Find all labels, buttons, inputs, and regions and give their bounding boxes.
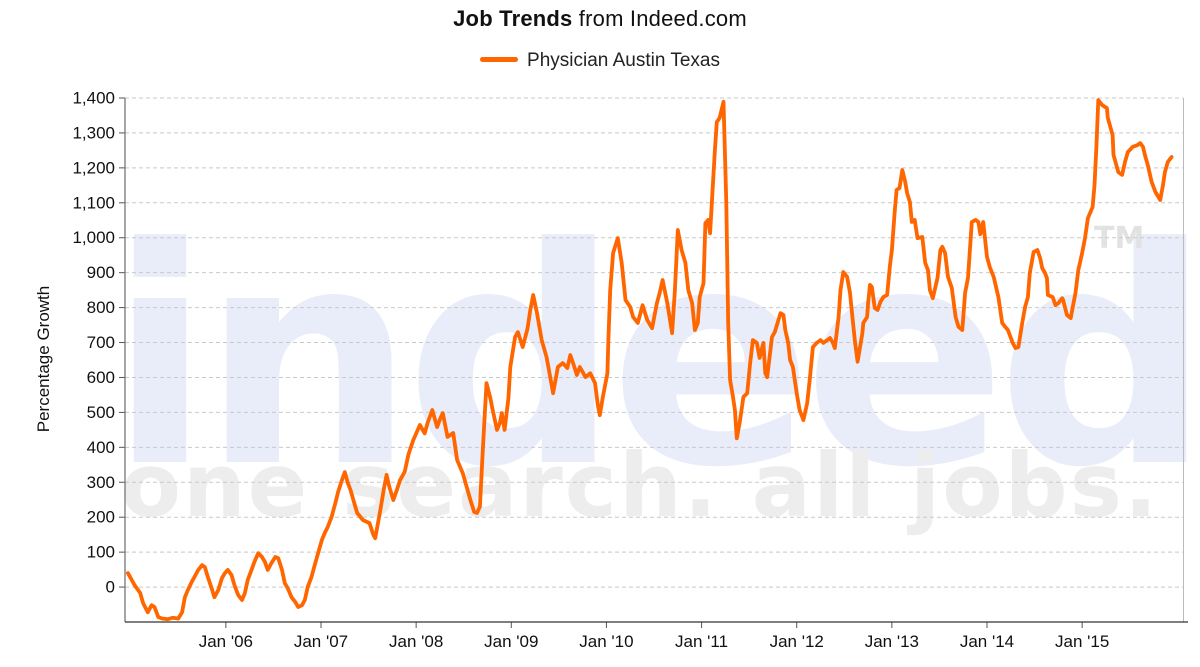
y-tick-label: 100 [87, 543, 115, 562]
tm-icon: TM [1094, 221, 1144, 256]
y-tick-label: 1,300 [72, 123, 115, 142]
y-tick-label: 1,000 [72, 228, 115, 247]
x-tick-label: Jan '08 [389, 632, 443, 651]
y-tick-label: 700 [87, 333, 115, 352]
y-tick-label: 1,200 [72, 158, 115, 177]
y-tick-label: 900 [87, 263, 115, 282]
legend-label: Physician Austin Texas [527, 50, 720, 71]
x-tick-label: Jan '13 [865, 632, 919, 651]
y-tick-label: 500 [87, 403, 115, 422]
x-tick-label: Jan '07 [294, 632, 348, 651]
x-tick-label: Jan '11 [675, 632, 728, 651]
watermark-tagline: one search. all jobs. [121, 434, 1160, 537]
y-tick-label: 0 [106, 578, 115, 597]
y-tick-label: 300 [87, 473, 115, 492]
y-tick-label: 1,100 [72, 193, 115, 212]
trend-line-physician-austin-texas [126, 98, 1174, 622]
title-rest: from Indeed.com [572, 6, 747, 31]
x-tick-label: Jan '09 [484, 632, 538, 651]
x-tick-label: Jan '15 [1055, 632, 1109, 651]
chart-legend: Physician Austin Texas [0, 50, 1200, 72]
x-axis: Jan '06 Jan '07 Jan '08 Jan '09 Jan '10 Jan '… [199, 622, 1109, 651]
page-title: Job Trends from Indeed.com [0, 6, 1200, 32]
x-tick-label: Jan '06 [199, 632, 253, 651]
y-tick-label: 600 [87, 368, 115, 387]
x-tick-label: Jan '12 [770, 632, 824, 651]
y-axis: 0 100 200 300 400 500 600 700 800 900 1,000 1,100 1,… [72, 89, 1183, 597]
y-tick-label: 400 [87, 438, 115, 457]
y-tick-label: 800 [87, 298, 115, 317]
indeed-watermark: indeed [109, 184, 1200, 533]
x-tick-label: Jan '14 [960, 632, 1014, 651]
title-bold: Job Trends [453, 6, 573, 31]
legend-line-swatch [480, 56, 519, 62]
y-tick-label: 1,400 [72, 89, 115, 108]
y-tick-label: 200 [87, 508, 115, 527]
x-tick-label: Jan '10 [579, 632, 633, 651]
